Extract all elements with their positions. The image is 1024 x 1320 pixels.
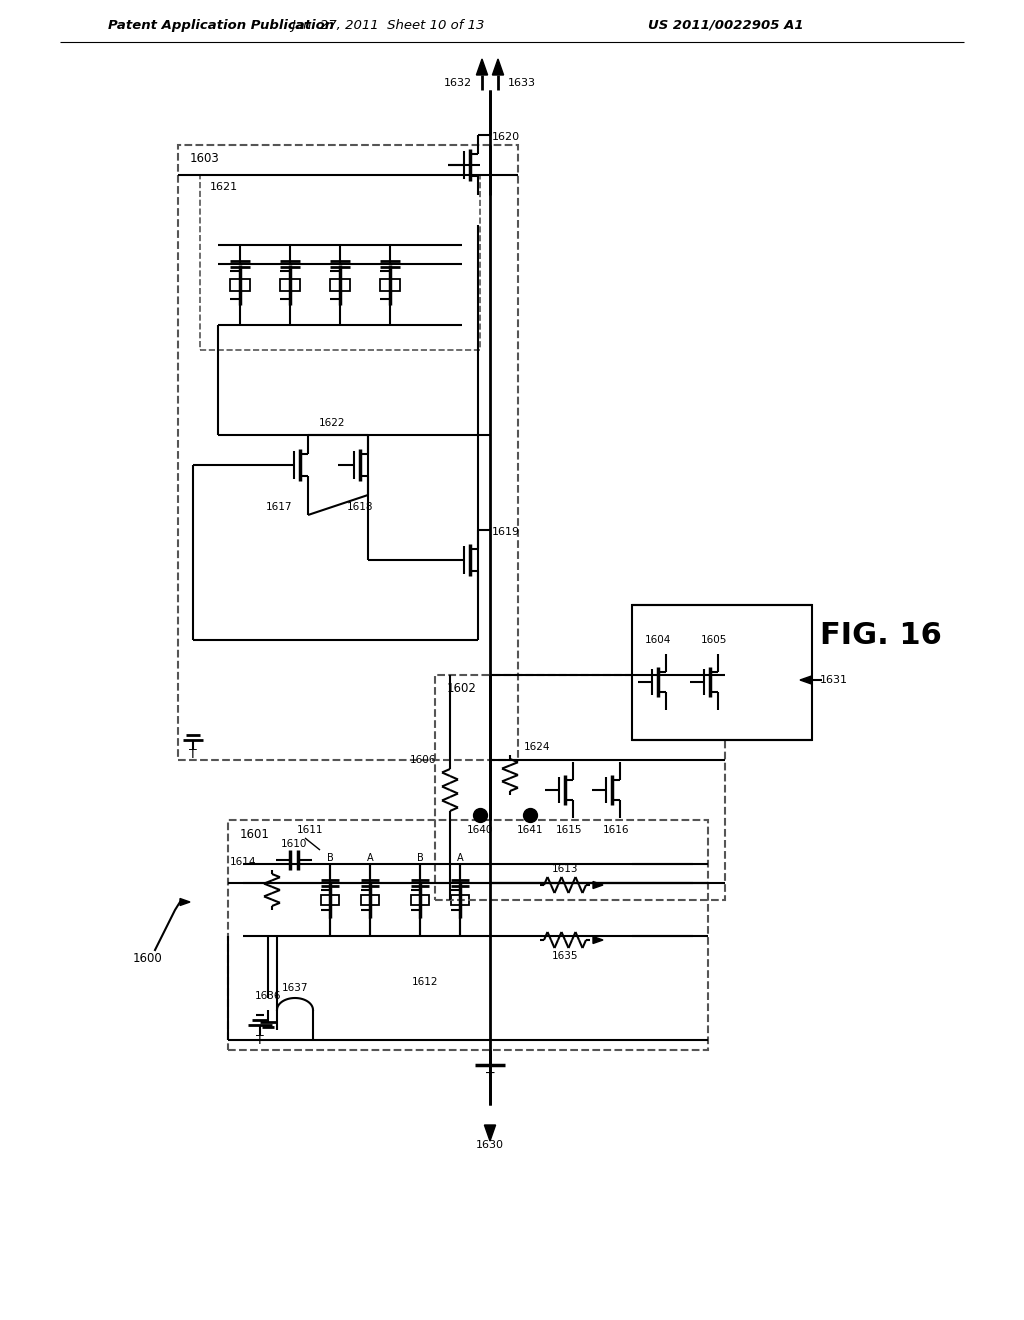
Bar: [361, 895, 379, 906]
Text: 1618: 1618: [347, 502, 374, 512]
Text: B: B: [327, 853, 334, 863]
Polygon shape: [593, 936, 603, 944]
Bar: [632, 605, 812, 741]
Text: 1616: 1616: [603, 825, 630, 836]
Bar: [228, 820, 708, 1049]
Text: 1601: 1601: [240, 828, 270, 841]
Text: 1615: 1615: [556, 825, 583, 836]
Bar: [230, 279, 250, 290]
Text: 1611: 1611: [297, 825, 324, 836]
Polygon shape: [800, 676, 812, 684]
Text: 1637: 1637: [282, 983, 308, 993]
Text: 1606: 1606: [410, 755, 436, 766]
Text: 1610: 1610: [281, 840, 307, 849]
Text: 1613: 1613: [552, 865, 579, 874]
Text: 1631: 1631: [820, 675, 848, 685]
Text: 1636: 1636: [255, 991, 282, 1001]
Text: FIG. 16: FIG. 16: [820, 620, 942, 649]
Text: Patent Application Publication: Patent Application Publication: [108, 18, 334, 32]
Bar: [411, 895, 429, 906]
Text: 1619: 1619: [492, 527, 520, 537]
Text: 1603: 1603: [190, 153, 220, 165]
Polygon shape: [180, 899, 190, 906]
Bar: [280, 279, 300, 290]
Text: A: A: [457, 853, 463, 863]
Bar: [330, 279, 350, 290]
Text: 1617: 1617: [265, 502, 292, 512]
Bar: [435, 675, 725, 900]
Text: T: T: [256, 1034, 264, 1047]
Text: 1600: 1600: [133, 952, 163, 965]
Polygon shape: [476, 59, 487, 75]
Text: A: A: [367, 853, 374, 863]
Text: 1604: 1604: [645, 635, 671, 645]
Text: 1633: 1633: [508, 78, 536, 88]
Bar: [451, 895, 469, 906]
Bar: [380, 279, 400, 290]
Text: 1630: 1630: [476, 1140, 504, 1150]
Text: B: B: [417, 853, 423, 863]
Text: 1612: 1612: [412, 977, 438, 987]
Polygon shape: [484, 1125, 496, 1140]
Polygon shape: [593, 882, 603, 888]
Text: 1620: 1620: [492, 132, 520, 143]
Text: 1640: 1640: [467, 825, 494, 836]
Text: Jan. 27, 2011  Sheet 10 of 13: Jan. 27, 2011 Sheet 10 of 13: [291, 18, 484, 32]
Text: 1624: 1624: [524, 742, 551, 752]
Text: 1621: 1621: [210, 182, 239, 191]
Text: 1632: 1632: [443, 78, 472, 88]
Text: US 2011/0022905 A1: US 2011/0022905 A1: [648, 18, 804, 32]
Text: T: T: [189, 748, 197, 762]
Polygon shape: [493, 59, 504, 75]
Text: 1641: 1641: [517, 825, 544, 836]
Text: 1635: 1635: [552, 950, 579, 961]
Text: 1622: 1622: [318, 418, 345, 428]
Text: 1605: 1605: [700, 635, 727, 645]
Text: 1602: 1602: [447, 682, 477, 696]
Bar: [178, 145, 518, 760]
Bar: [200, 176, 480, 350]
Text: T: T: [485, 1071, 495, 1085]
Text: 1614: 1614: [229, 857, 256, 867]
Bar: [321, 895, 339, 906]
